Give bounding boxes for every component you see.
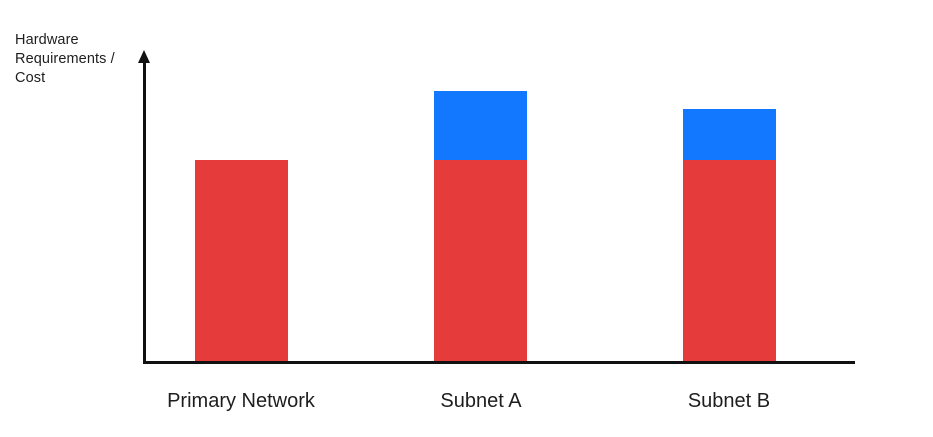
y-axis-label: Hardware Requirements / Cost: [15, 32, 115, 86]
x-tick-label-subnet-b: Subnet B: [687, 389, 771, 412]
x-axis-line: [143, 361, 855, 364]
y-axis-line: [143, 58, 146, 364]
x-tick-label-primary-network: Primary Network: [167, 389, 315, 412]
bar-segment-red-base-segment-primary-network: [195, 160, 288, 362]
bar-segment-blue-top-segment-subnet-a: [434, 91, 527, 160]
bar-segment-red-base-segment-subnet-a: [434, 160, 527, 362]
x-tick-label-subnet-a: Subnet A: [440, 389, 522, 412]
y-axis-arrow-icon: [138, 50, 150, 63]
bar-segment-red-base-segment-subnet-b: [683, 160, 776, 362]
bar-segment-blue-top-segment-subnet-b: [683, 109, 776, 160]
